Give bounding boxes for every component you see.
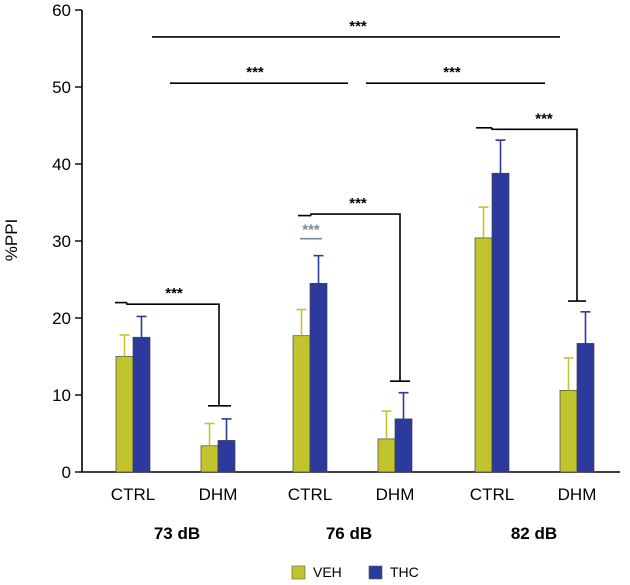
legend: VEH THC [291, 564, 419, 580]
significance-label: *** [165, 285, 183, 302]
legend-label-thc: THC [390, 564, 419, 580]
x-category-labels: CTRL DHM CTRL DHM CTRL DHM [111, 485, 597, 504]
legend-swatch-veh [291, 565, 306, 580]
significance-label: *** [302, 222, 320, 239]
significance-label: *** [349, 18, 367, 35]
y-tick-label: 40 [52, 155, 71, 174]
significance-label: *** [535, 110, 553, 127]
bar-thc-3 [309, 283, 328, 473]
y-tick-label: 60 [52, 1, 71, 20]
bracket-line [310, 213, 401, 382]
bar-veh-6 [559, 390, 578, 473]
significance-brackets: *** *** *** *** *** *** *** [115, 18, 586, 407]
bracket-line [126, 302, 220, 406]
bar-veh-5 [474, 237, 493, 473]
x-tick-label: DHM [558, 485, 597, 504]
y-ticks: 0 10 20 30 40 50 60 [52, 1, 82, 482]
y-tick-label: 30 [52, 232, 71, 251]
bars [115, 139, 595, 473]
x-tick-label: CTRL [288, 485, 332, 504]
bar-veh-2 [200, 445, 219, 473]
bar-veh-4 [377, 438, 396, 473]
bar-thc-1 [132, 336, 151, 473]
y-tick-label: 0 [62, 463, 71, 482]
bar-thc-2 [217, 440, 236, 473]
bar-thc-5 [491, 172, 510, 473]
legend-label-veh: VEH [313, 564, 342, 580]
bar-veh-3 [292, 335, 311, 473]
y-tick-label: 10 [52, 386, 71, 405]
db-label: 82 dB [511, 524, 557, 543]
db-labels: 73 dB 76 dB 82 dB [154, 524, 557, 543]
db-label: 76 dB [326, 524, 372, 543]
significance-label: *** [349, 195, 367, 212]
x-tick-label: CTRL [111, 485, 155, 504]
y-axis-label: %PPI [2, 219, 21, 262]
x-tick-label: DHM [199, 485, 238, 504]
y-tick-label: 20 [52, 309, 71, 328]
bar-veh-1 [115, 356, 134, 473]
significance-label: *** [246, 64, 264, 81]
bracket-line [491, 127, 578, 302]
x-tick-label: DHM [376, 485, 415, 504]
y-tick-label: 50 [52, 78, 71, 97]
db-label: 73 dB [154, 524, 200, 543]
bar-thc-4 [394, 418, 413, 473]
significance-label: *** [443, 64, 461, 81]
legend-swatch-thc [368, 565, 383, 580]
bar-thc-6 [576, 343, 595, 473]
x-tick-label: CTRL [470, 485, 514, 504]
